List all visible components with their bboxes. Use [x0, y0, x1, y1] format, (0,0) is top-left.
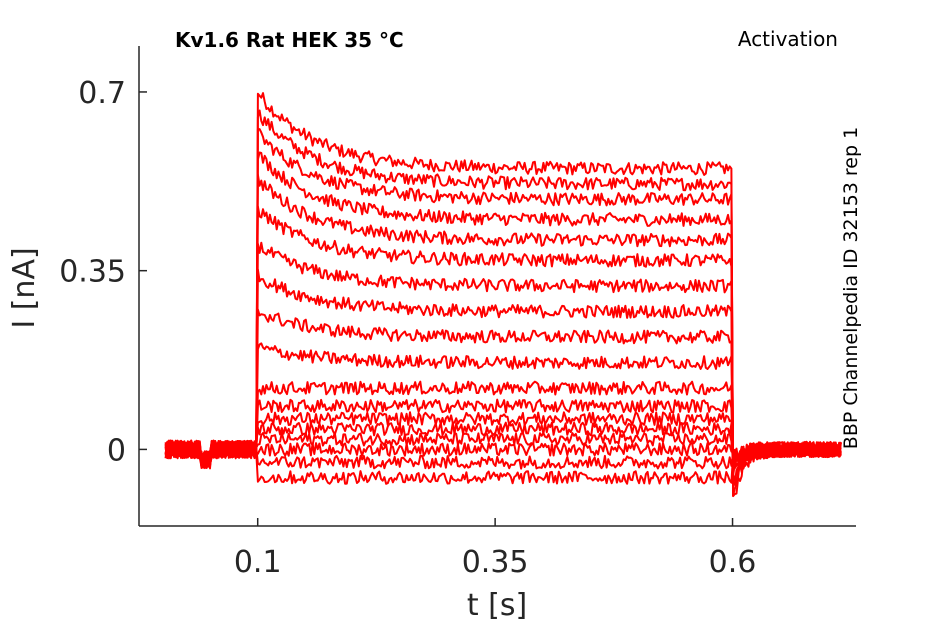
x-ticks: 0.1 0.35 0.6 [234, 518, 757, 580]
side-label: BBP Channelpedia ID 32153 rep 1 [840, 127, 862, 449]
trace-line [165, 205, 842, 470]
trace-line [164, 411, 842, 469]
trace-line [164, 92, 842, 498]
trace-line [164, 421, 842, 470]
x-tick-label: 0.35 [462, 545, 529, 580]
y-ticks: 0 0.35 0.7 [59, 76, 147, 468]
trace-line [164, 342, 842, 469]
trace-line [164, 380, 842, 466]
trace-line [164, 268, 842, 472]
trace-line [164, 439, 842, 469]
chart-subtitle: Activation [738, 27, 838, 51]
chart-title: Kv1.6 Rat HEK 35 °C [175, 28, 404, 52]
trace-line [164, 439, 842, 470]
y-tick-label: 0 [107, 433, 126, 468]
trace-line [164, 439, 842, 485]
x-tick-label: 0.1 [234, 545, 282, 580]
y-tick-label: 0.35 [59, 255, 126, 290]
trace-line [164, 398, 842, 468]
trace-line [164, 431, 842, 469]
trace-line [164, 173, 842, 483]
y-tick-label: 0.7 [78, 76, 126, 111]
trace-line [164, 128, 842, 486]
traces [164, 92, 842, 498]
trace-line [164, 151, 842, 482]
y-axis-label: I [nA] [7, 247, 42, 328]
trace-line [164, 241, 842, 477]
x-tick-label: 0.6 [709, 545, 757, 580]
x-axis-label: t [s] [467, 588, 527, 623]
trace-line [164, 308, 842, 472]
trace-line [164, 109, 842, 497]
